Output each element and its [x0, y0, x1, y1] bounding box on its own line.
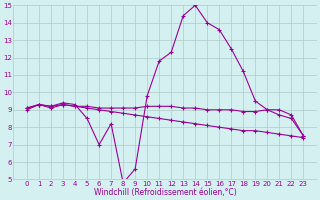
X-axis label: Windchill (Refroidissement éolien,°C): Windchill (Refroidissement éolien,°C) [94, 188, 236, 197]
